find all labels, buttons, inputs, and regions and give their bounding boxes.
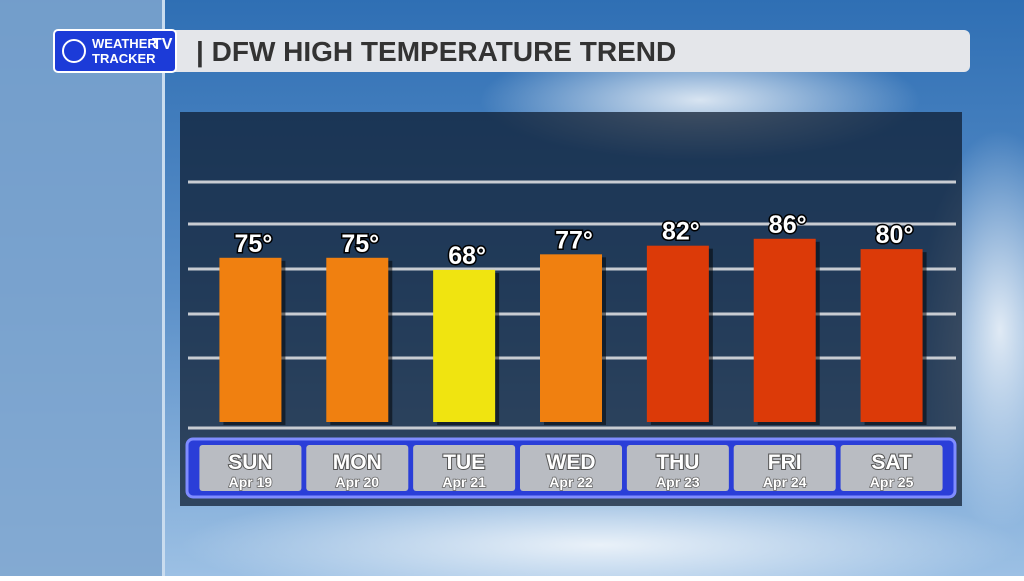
bar <box>860 249 923 422</box>
value-label: 68° <box>448 242 486 270</box>
day-cell <box>413 445 516 491</box>
bar <box>753 238 816 422</box>
x-tick-label: WED <box>547 451 596 474</box>
bar <box>433 269 496 422</box>
date-label: Apr 24 <box>763 474 807 490</box>
side-edge <box>162 0 165 576</box>
value-label: 77° <box>555 226 593 254</box>
bar <box>646 245 709 422</box>
value-label: 80° <box>876 221 914 249</box>
day-cell <box>520 445 622 491</box>
logo-text: WEATHER <box>92 36 157 51</box>
logo-badge: TV <box>152 36 173 53</box>
day-cell <box>306 445 409 491</box>
x-tick-label: TUE <box>443 451 485 474</box>
date-label: Apr 22 <box>549 474 593 490</box>
x-tick-label: SUN <box>228 451 272 474</box>
value-label: 86° <box>769 211 807 239</box>
cloud <box>180 485 1020 581</box>
x-tick-label: FRI <box>768 451 802 474</box>
title-bar <box>60 30 970 72</box>
bar <box>219 257 282 422</box>
x-tick-label: SAT <box>871 451 912 474</box>
side-panel <box>0 0 162 576</box>
logo-text: TRACKER <box>92 51 156 66</box>
value-label: 75° <box>235 230 273 258</box>
logo <box>53 29 177 73</box>
date-label: Apr 19 <box>229 474 273 490</box>
x-tick-label: MON <box>333 451 382 474</box>
x-tick-label: THU <box>656 451 699 474</box>
day-cell <box>733 445 836 491</box>
date-label: Apr 23 <box>656 474 700 490</box>
logo-icon <box>62 39 86 63</box>
day-cell <box>199 445 302 491</box>
bar <box>326 257 389 422</box>
date-label: Apr 21 <box>442 474 486 490</box>
day-cell <box>840 445 943 491</box>
day-cell <box>626 445 729 491</box>
date-label: Apr 20 <box>335 474 379 490</box>
value-label: 82° <box>662 218 700 246</box>
bar <box>540 254 602 422</box>
chart-title: | DFW HIGH TEMPERATURE TREND <box>196 36 676 67</box>
date-label: Apr 25 <box>870 474 914 490</box>
value-label: 75° <box>341 230 379 258</box>
